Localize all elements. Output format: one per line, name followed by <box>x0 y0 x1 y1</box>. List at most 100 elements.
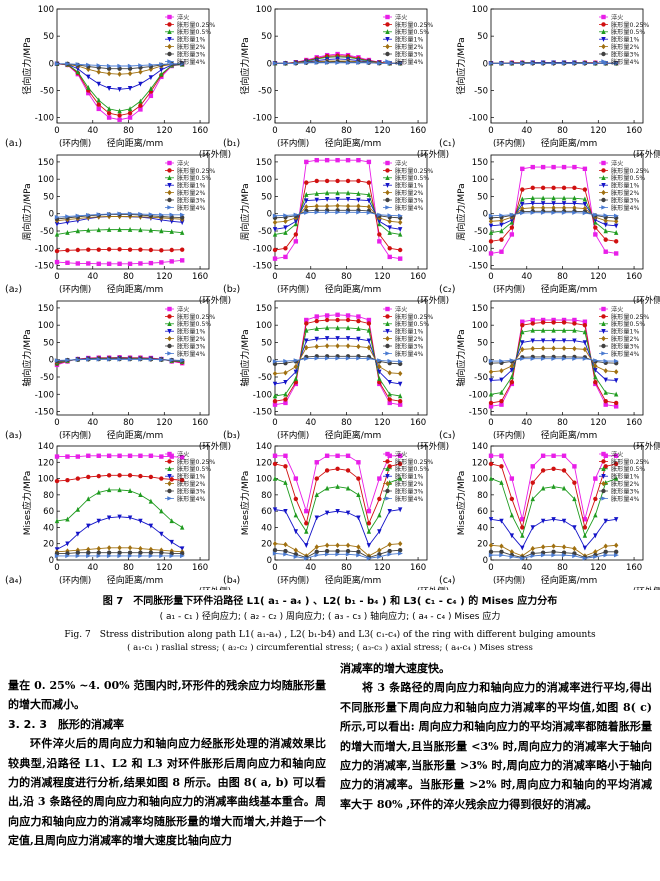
y-tick-label: 100 <box>472 5 488 15</box>
y-tick-label: 50 <box>43 192 54 202</box>
data-point <box>520 187 525 192</box>
data-point <box>127 115 133 120</box>
data-point <box>397 402 403 407</box>
x-tick-label: 120 <box>374 126 390 136</box>
data-point <box>356 515 361 521</box>
y-tick-label: 0 <box>483 210 488 220</box>
data-point <box>293 219 299 225</box>
legend-label: 胀形量1% <box>177 473 205 481</box>
data-point <box>283 548 288 554</box>
data-point <box>314 157 319 163</box>
data-point <box>75 506 81 512</box>
data-point <box>75 69 81 75</box>
data-point <box>159 260 164 265</box>
data-point <box>127 247 133 252</box>
data-point <box>75 228 81 234</box>
data-point <box>366 321 372 326</box>
data-point <box>551 185 556 191</box>
data-point <box>601 314 606 319</box>
data-point <box>561 485 567 491</box>
y-tick-label: 150 <box>256 304 272 314</box>
data-point <box>387 397 392 402</box>
data-point <box>593 217 598 223</box>
y-tick-label: -50 <box>258 227 272 237</box>
data-point <box>127 357 133 362</box>
data-point <box>582 196 588 202</box>
data-point <box>65 260 70 265</box>
x-outer-label: (环外侧) <box>633 586 660 590</box>
data-point <box>138 227 143 233</box>
data-point <box>179 524 185 530</box>
data-point <box>499 377 504 383</box>
data-point <box>387 400 392 406</box>
data-point <box>314 178 319 184</box>
data-point <box>272 231 278 237</box>
y-tick-label: 0 <box>267 356 272 366</box>
data-point <box>530 185 535 191</box>
data-point <box>561 552 567 558</box>
data-point <box>335 343 340 349</box>
data-point <box>283 246 288 251</box>
data-point <box>509 363 515 369</box>
data-point <box>138 69 143 75</box>
legend-label: 胀形量1% <box>177 328 205 336</box>
data-point <box>572 185 577 191</box>
data-point <box>385 183 390 188</box>
data-point <box>488 61 494 66</box>
legend-label: 胀形量4% <box>395 58 423 66</box>
y-axis-label: 轴向应力/MPa <box>239 329 251 386</box>
legend-label: 胀形量0.5% <box>611 28 645 36</box>
data-point <box>314 476 319 481</box>
data-point <box>167 43 172 50</box>
data-point <box>272 551 278 556</box>
data-point <box>488 251 494 256</box>
legend-label: 胀形量0.25% <box>395 21 433 29</box>
data-point <box>499 464 504 469</box>
data-point <box>138 473 143 479</box>
data-point <box>304 210 309 215</box>
data-point <box>169 454 174 459</box>
data-point <box>582 346 588 353</box>
legend-label: 胀形量0.25% <box>611 21 649 29</box>
data-point <box>499 222 504 228</box>
series-2 <box>272 325 403 399</box>
data-point <box>601 168 606 173</box>
x-inner-label: (环内侧) <box>277 430 309 441</box>
data-point <box>283 552 289 557</box>
series-2 <box>54 226 185 237</box>
data-point <box>561 544 567 550</box>
data-point <box>572 317 577 323</box>
data-point <box>127 545 133 551</box>
legend-label: 胀形量2% <box>395 189 423 197</box>
data-point <box>314 197 319 203</box>
data-point <box>613 230 619 235</box>
legend-label: 胀形量4% <box>395 204 423 212</box>
data-point <box>167 14 172 20</box>
data-point <box>601 29 606 34</box>
x-tick-label: 40 <box>521 418 532 428</box>
plot-frame <box>274 154 428 270</box>
data-point <box>272 61 278 66</box>
data-point <box>159 553 165 559</box>
data-point <box>65 248 70 253</box>
data-point <box>304 344 309 351</box>
data-point <box>148 553 154 559</box>
data-point <box>385 343 390 349</box>
data-point <box>169 228 174 234</box>
data-point <box>551 205 556 211</box>
y-tick-label: 0 <box>483 59 488 69</box>
data-point <box>397 213 403 218</box>
data-point <box>488 358 494 364</box>
legend-label: 胀形量0.5% <box>611 174 645 182</box>
data-point <box>127 86 133 91</box>
y-tick-label: 40 <box>43 523 54 533</box>
series-6 <box>272 356 403 364</box>
x-outer-label: (环外侧) <box>417 295 449 306</box>
data-point <box>613 61 619 66</box>
data-point <box>582 329 588 335</box>
data-point <box>293 476 299 481</box>
y-tick-label: 0 <box>267 556 272 566</box>
